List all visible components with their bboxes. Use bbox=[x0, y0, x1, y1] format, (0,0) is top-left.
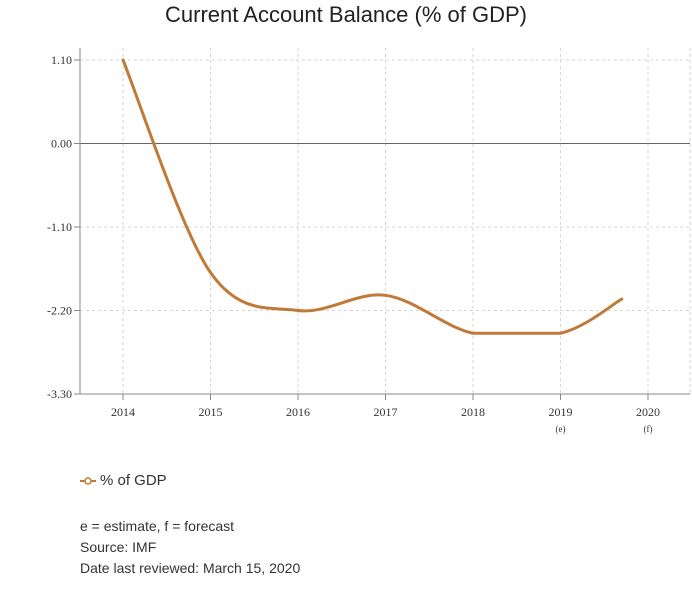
footnote-source: Source: IMF bbox=[80, 539, 157, 555]
y-tick-label: 0.00 bbox=[51, 137, 72, 151]
x-tick-label: 2015 bbox=[199, 405, 223, 419]
tick-labels: 1.10 0.00 -1.10 -2.20 -3.30 2014 2015 2016 2017 2… bbox=[47, 53, 660, 434]
series-line-gdp bbox=[121, 58, 624, 335]
y-tick-label: -3.30 bbox=[47, 387, 72, 401]
footnotes: e = estimate, f = forecast Source: IMF D… bbox=[80, 516, 300, 579]
legend-swatch-icon bbox=[80, 476, 96, 485]
x-tick-label: 2014 bbox=[111, 405, 135, 419]
chart-title: Current Account Balance (% of GDP) bbox=[165, 2, 527, 27]
y-tick-label: -2.20 bbox=[47, 304, 72, 318]
gridlines bbox=[80, 48, 691, 395]
x-tick-label: 2020 bbox=[636, 405, 660, 419]
footnote-date: Date last reviewed: March 15, 2020 bbox=[80, 560, 301, 576]
footnote-estimate: e = estimate, f = forecast bbox=[80, 518, 235, 534]
x-tick-label: 2017 bbox=[374, 405, 398, 419]
x-tick-label: 2019 bbox=[549, 405, 573, 419]
legend-label: % of GDP bbox=[100, 472, 167, 489]
axes bbox=[74, 48, 690, 400]
series-layer bbox=[121, 58, 624, 335]
x-tick-note: (f) bbox=[644, 424, 653, 434]
line-chart: 1.10 0.00 -1.10 -2.20 -3.30 2014 2015 2016 2017 2… bbox=[47, 48, 691, 434]
x-tick-label: 2016 bbox=[286, 405, 310, 419]
legend[interactable]: % of GDP bbox=[80, 472, 167, 489]
x-tick-label: 2018 bbox=[461, 405, 485, 419]
x-tick-note: (e) bbox=[556, 424, 566, 434]
y-tick-label: -1.10 bbox=[47, 220, 72, 234]
y-tick-label: 1.10 bbox=[51, 53, 72, 67]
